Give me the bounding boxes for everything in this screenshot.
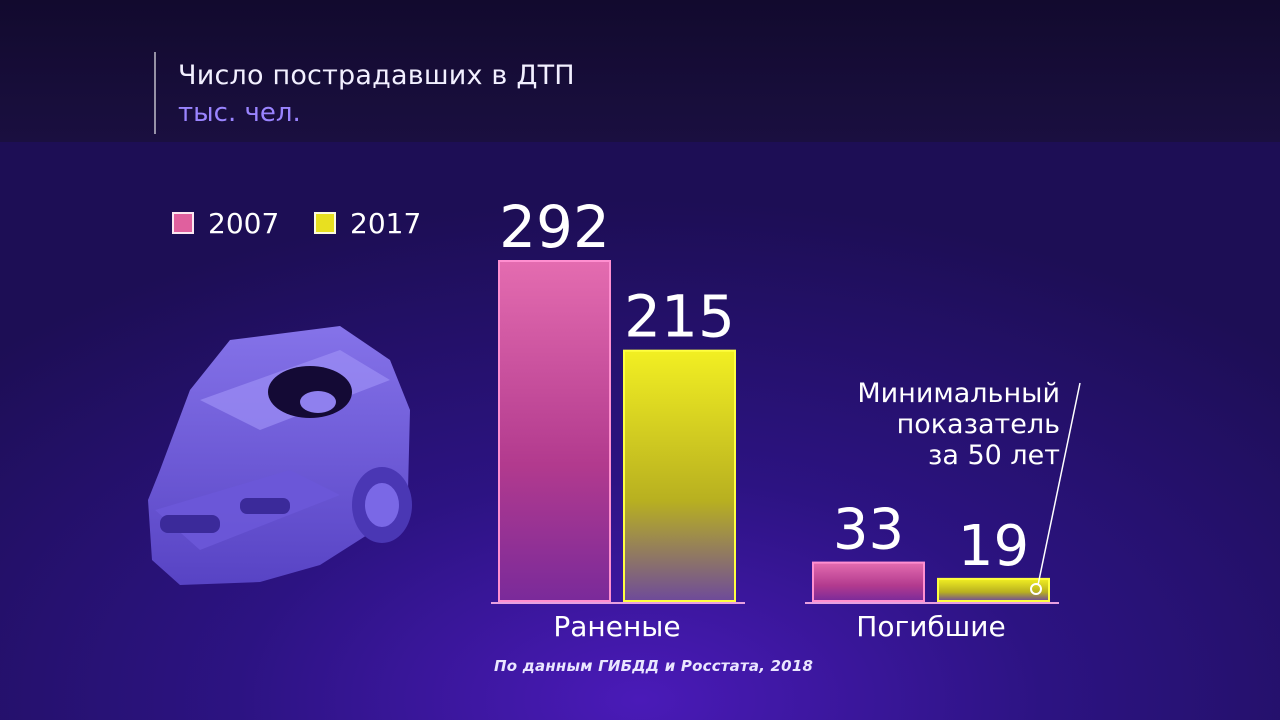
legend-swatch-2007 xyxy=(172,212,194,234)
legend-item-2017: 2017 xyxy=(314,206,422,240)
data-label-Раненые-2017: 215 xyxy=(624,283,735,351)
annotation-line-1: Минимальный xyxy=(857,378,1060,409)
legend-swatch-2017 xyxy=(314,212,336,234)
annotation-line-2: показатель xyxy=(896,409,1060,440)
crashed-car-icon xyxy=(148,326,412,585)
legend-label-2017: 2017 xyxy=(350,206,422,240)
header-band xyxy=(0,0,1280,142)
title-rule xyxy=(154,52,156,134)
data-label-Погибшие-2017: 19 xyxy=(958,514,1029,579)
category-label-Погибшие: Погибшие xyxy=(856,610,1005,643)
bar-Раненые-2007 xyxy=(498,260,611,602)
annotation-marker xyxy=(1030,583,1042,595)
data-label-Погибшие-2007: 33 xyxy=(833,498,904,563)
chart-subtitle: тыс. чел. xyxy=(178,98,301,128)
bar-Раненые-2017 xyxy=(623,349,736,602)
annotation-leader-line xyxy=(1037,382,1081,586)
annotation-line-3: за 50 лет xyxy=(927,440,1060,471)
legend-label-2007: 2007 xyxy=(208,206,280,240)
data-label-Раненые-2007: 292 xyxy=(499,193,610,261)
annotation-text: Минимальный показатель за 50 лет xyxy=(820,378,1060,471)
legend-item-2007: 2007 xyxy=(172,206,280,240)
bar-Погибшие-2017 xyxy=(937,577,1050,602)
category-label-Раненые: Раненые xyxy=(553,610,680,643)
chart-title: Число пострадавших в ДТП xyxy=(178,60,575,91)
bar-Погибшие-2007 xyxy=(812,561,925,602)
source-footnote: По данным ГИБДД и Росстата, 2018 xyxy=(494,657,814,675)
